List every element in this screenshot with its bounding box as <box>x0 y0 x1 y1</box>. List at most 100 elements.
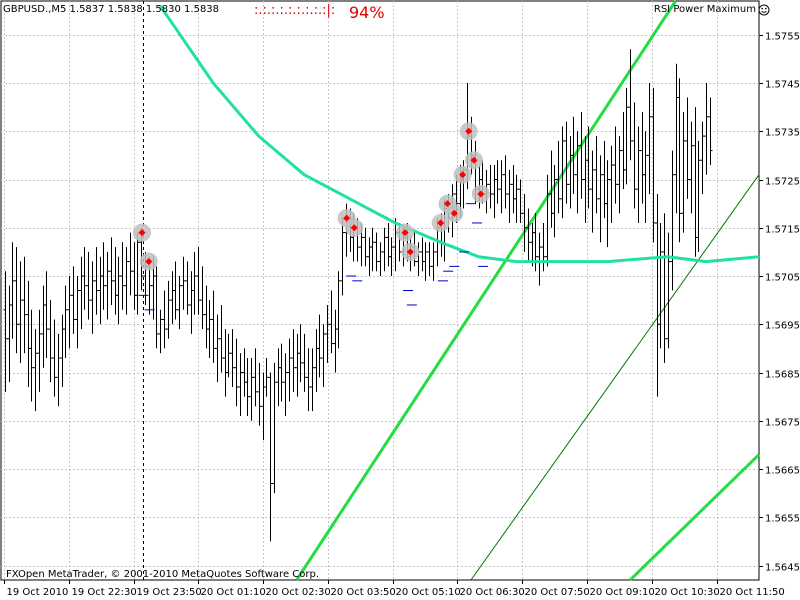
ohlc-bar <box>37 309 42 392</box>
time-tick-label: 19 Oct 22:30 <box>72 587 137 598</box>
ohlc-bar <box>321 324 326 387</box>
channel-line-upper <box>295 0 677 581</box>
indicator-name: RSI Power Maximum <box>653 4 756 15</box>
ohlc-bar <box>564 121 569 204</box>
ohlc-bar <box>48 300 53 383</box>
ohlc-bar <box>427 242 432 277</box>
ohlc-bar <box>109 237 114 305</box>
ohlc-bar <box>219 304 224 373</box>
ohlc-bar <box>22 256 27 354</box>
price-tick-label: 1.5685 <box>765 370 800 381</box>
signal-diamond <box>477 190 485 198</box>
ohlc-bar <box>560 126 565 219</box>
signal-marker <box>459 122 478 141</box>
ohlc-bar <box>526 208 531 262</box>
ohlc-bar <box>75 276 80 349</box>
ohlc-bar <box>514 174 519 223</box>
price-tick-label: 1.5695 <box>765 321 800 332</box>
time-tick-label: 20 Oct 01:10 <box>201 587 266 598</box>
ohlc-bar <box>658 222 663 349</box>
ohlc-bar <box>545 174 550 267</box>
ohlc-bar <box>196 247 201 315</box>
ohlc-bar <box>29 309 34 402</box>
ohlc-bar <box>598 155 603 243</box>
ohlc-bar <box>154 266 159 349</box>
ohlc-bar <box>503 155 508 209</box>
ohlc-bar <box>158 309 163 354</box>
ohlc-bar <box>624 87 629 185</box>
ohlc-bar <box>594 136 599 214</box>
price-tick-label: 1.5705 <box>765 273 800 284</box>
ohlc-bar <box>556 140 561 214</box>
ohlc-bar <box>63 285 68 359</box>
ohlc-bar <box>52 319 57 397</box>
ohlc-bar <box>609 145 614 223</box>
ohlc-bar <box>431 242 436 281</box>
signal-diamond <box>470 156 478 164</box>
ohlc-bar <box>302 333 307 392</box>
time-tick-label: 20 Oct 05:10 <box>396 587 461 598</box>
ohlc-bar <box>488 165 493 209</box>
ohlc-bar <box>238 353 243 416</box>
ohlc-bar <box>166 280 171 339</box>
signal-diamond <box>350 224 358 232</box>
ohlc-bar <box>363 227 368 267</box>
time-tick-label: 19 Oct 2010 <box>7 587 69 598</box>
ohlc-bar <box>90 261 95 334</box>
ohlc-bar <box>230 329 235 387</box>
ohlc-bar <box>177 276 182 330</box>
copyright-text: FXOpen MetaTrader, © 2001-2010 MetaQuote… <box>6 569 320 580</box>
ohlc-bar <box>507 169 512 223</box>
ohlc-bar <box>272 362 277 494</box>
channel-line-middle <box>470 174 760 581</box>
signal-diamond <box>406 248 414 256</box>
time-tick-label: 20 Oct 02:30 <box>266 587 331 598</box>
ohlc-bar <box>643 131 648 223</box>
ohlc-bar <box>340 218 345 296</box>
price-tick-label: 1.5725 <box>765 177 800 188</box>
ohlc-bar <box>105 251 110 320</box>
signal-marker <box>401 242 420 261</box>
ohlc-bar <box>495 160 500 204</box>
signal-diamond <box>443 200 451 208</box>
ohlc-bar <box>268 372 273 542</box>
price-tick-label: 1.5655 <box>765 514 800 525</box>
ohlc-bar <box>586 126 591 209</box>
ohlc-bar <box>82 247 87 310</box>
time-tick-label: 20 Oct 09:10 <box>590 587 655 598</box>
signal-diamond <box>437 219 445 227</box>
ohlc-bar <box>700 121 705 194</box>
ohlc-bar <box>689 121 694 214</box>
ohlc-bar <box>192 251 197 315</box>
ohlc-bar <box>518 179 523 223</box>
ohlc-bar <box>685 97 690 199</box>
ohlc-bar <box>287 338 292 402</box>
ohlc-bar <box>298 324 303 383</box>
ohlc-bar <box>200 266 205 330</box>
time-tick-label: 20 Oct 03:50 <box>331 587 396 598</box>
signal-marker <box>464 151 483 170</box>
signal-marker <box>431 213 450 232</box>
ohlc-bar <box>101 242 106 310</box>
ohlc-bar <box>708 97 713 166</box>
ohlc-bar <box>628 49 633 161</box>
signal-marker <box>453 165 472 184</box>
ohlc-bar <box>94 247 99 315</box>
ohlc-bar <box>382 227 387 272</box>
ohlc-bar <box>325 304 330 363</box>
ohlc-bar <box>264 358 269 397</box>
ohlc-bar <box>704 83 709 175</box>
ohlc-bar <box>647 83 652 194</box>
smiley-icon <box>758 4 770 16</box>
signal-marker <box>132 223 151 242</box>
ohlc-bar <box>310 348 315 412</box>
signal-dots: :.:.:.:.:.:.:.:.:|: <box>254 3 336 18</box>
price-tick-label: 1.5745 <box>765 80 800 91</box>
time-tick-label: 20 Oct 10:30 <box>655 587 720 598</box>
ohlc-bar <box>291 329 296 392</box>
signal-diamond <box>465 127 473 135</box>
ohlc-bar <box>135 232 140 315</box>
signal-diamond <box>450 209 458 217</box>
